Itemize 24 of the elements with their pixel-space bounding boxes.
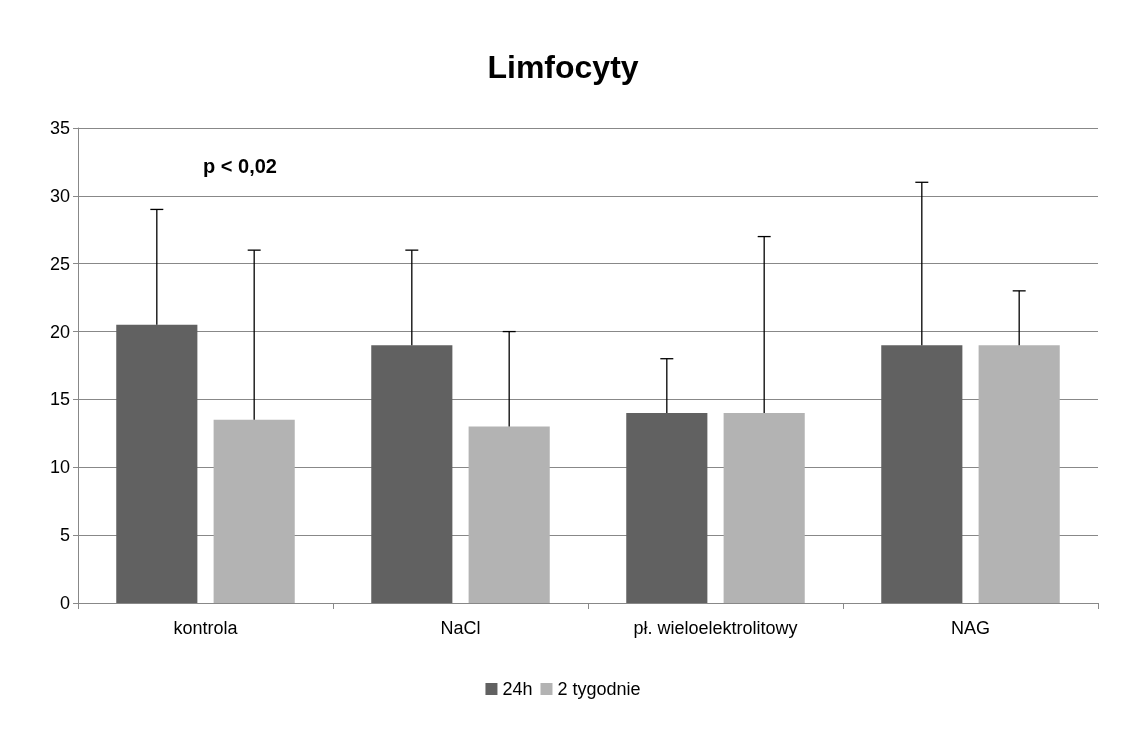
y-tick-label: 10 — [49, 457, 70, 478]
x-tick-label: pł. wieloelektrolitowy — [633, 618, 798, 638]
bar — [881, 345, 963, 603]
bar — [213, 419, 295, 603]
x-tick-label: kontrola — [173, 618, 239, 638]
y-tick-label: 0 — [59, 593, 70, 613]
x-tick-label: NaCl — [440, 618, 481, 638]
y-tick-label: 25 — [49, 253, 70, 274]
x-tick-label: NAG — [950, 618, 991, 638]
legend-label: 2 tygodnie — [557, 679, 641, 699]
y-tick-label: 35 — [49, 118, 70, 138]
chart-title: Limfocyty — [487, 49, 639, 85]
bar — [371, 345, 453, 603]
annotation: p < 0,02 — [203, 155, 277, 177]
y-tick-label: 30 — [49, 185, 70, 206]
legend-label: 24h — [502, 679, 533, 699]
bar — [723, 413, 805, 603]
y-tick-label: 20 — [49, 321, 70, 342]
bar — [116, 324, 198, 603]
bar — [626, 413, 708, 603]
bar — [978, 345, 1060, 603]
y-tick-label: 15 — [49, 389, 70, 410]
bar — [468, 426, 550, 603]
y-tick-label: 5 — [59, 525, 70, 546]
